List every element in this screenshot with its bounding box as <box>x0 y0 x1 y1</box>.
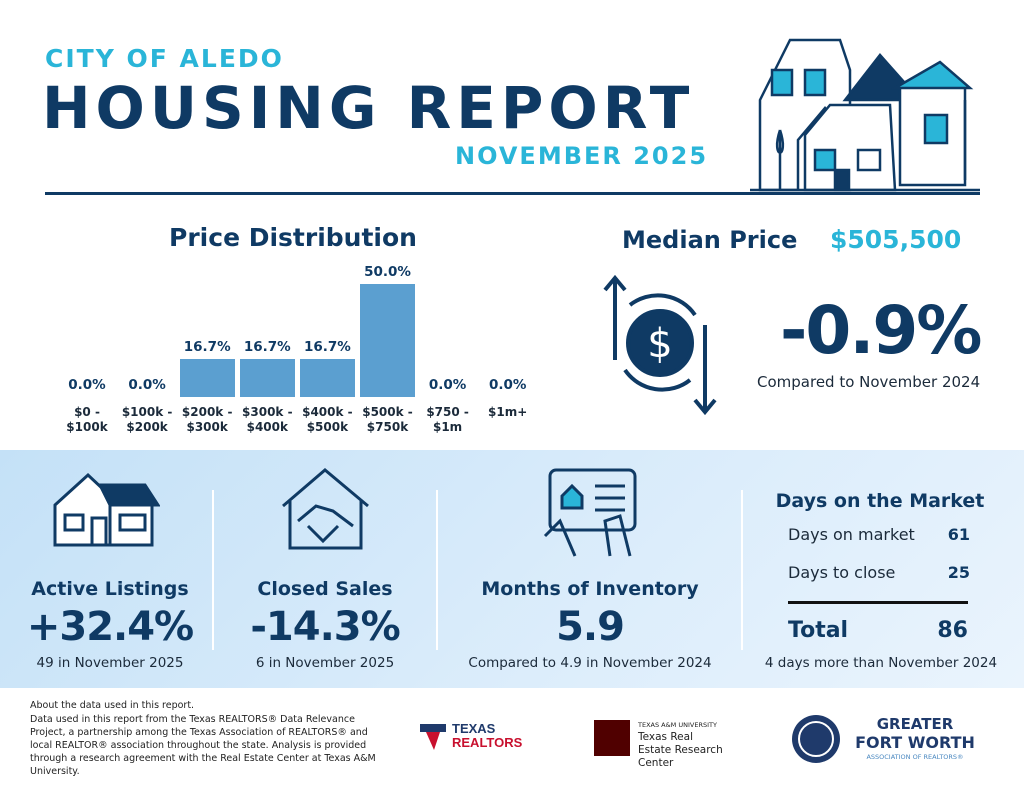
category-label: $100k - $200k <box>121 405 173 434</box>
dom-row-value: 61 <box>947 525 970 544</box>
metrics-band <box>0 450 1024 688</box>
dom-row-label: Days to close <box>788 563 896 582</box>
report-date: NOVEMBER 2025 <box>455 142 709 170</box>
category-label: $1m+ <box>488 405 528 419</box>
value-label: 0.0% <box>128 377 166 393</box>
separator <box>741 490 743 650</box>
header-rule <box>45 192 980 195</box>
metric-label: Active Listings <box>31 578 189 600</box>
category-label: $300k - $400k <box>242 405 293 434</box>
median-comparison: Compared to November 2024 <box>757 373 981 391</box>
metric-note: Compared to 4.9 in November 2024 <box>468 655 712 671</box>
separator <box>436 490 438 650</box>
texas-realtors-mark <box>420 724 446 750</box>
metric-note: 6 in November 2025 <box>255 655 395 671</box>
price-change-icon: $ <box>603 275 717 415</box>
dom-row-label: Days on market <box>788 525 915 544</box>
value-label: 16.7% <box>183 339 231 356</box>
bar <box>299 359 355 397</box>
value-label: 16.7% <box>303 339 351 356</box>
metric-value: +32.4% <box>26 604 194 650</box>
tamu-name: Texas Real Estate Research Center <box>638 731 723 769</box>
category-label: $0 - $100k <box>66 405 108 434</box>
value-label: 0.0% <box>488 377 527 393</box>
report-title: HOUSING REPORT <box>42 74 695 142</box>
logo-text: TEXAS <box>452 721 496 736</box>
median-label: Median Price <box>622 226 798 254</box>
gfw-line2: FORT WORTH <box>855 733 975 752</box>
metric-note: 49 in November 2025 <box>36 655 184 671</box>
dom-total-label: Total <box>788 618 849 643</box>
footer-about: About the data used in this report. <box>30 700 195 711</box>
value-label: 0.0% <box>428 377 467 393</box>
footer-text: Data used in this report from the Texas … <box>30 714 376 777</box>
metric-value: -14.3% <box>250 604 400 650</box>
value-label: 16.7% <box>243 339 291 356</box>
metric-label: Closed Sales <box>257 578 393 600</box>
dom-rule <box>788 601 968 604</box>
bar <box>179 359 235 397</box>
value-label: 50.0% <box>364 264 411 280</box>
kicker: CITY OF ALEDO <box>45 44 284 73</box>
bar <box>360 284 415 397</box>
house-icon <box>53 472 160 547</box>
price-chart: 0.0% $0 - $100k 0.0% $100k - $200k 16.7% $200… <box>0 0 600 450</box>
value-label: 0.0% <box>68 377 106 393</box>
chart-title: Price Distribution <box>169 223 417 252</box>
category-label: $200k - $300k <box>181 405 233 434</box>
tamu-mark <box>594 720 630 756</box>
category-label: $750 - $1m <box>426 405 469 434</box>
dom-note: 4 days more than November 2024 <box>764 655 998 671</box>
tablet-icon <box>543 468 637 557</box>
dom-total: 86 <box>937 618 968 643</box>
houses-illustration <box>750 38 980 192</box>
texas-realtors-logo: TEXAS REALTORS <box>452 722 522 750</box>
bar <box>239 359 295 397</box>
separator <box>212 490 214 650</box>
metric-label: Months of Inventory <box>481 578 699 600</box>
dom-row-value: 25 <box>947 563 970 582</box>
category-label: $500k - $750k <box>362 405 413 434</box>
metric-value: 5.9 <box>556 604 625 650</box>
handshake-icon <box>282 468 369 550</box>
median-change: -0.9% <box>780 292 982 369</box>
gfw-mark <box>792 715 840 763</box>
svg-text:$: $ <box>647 321 672 367</box>
median-value: $505,500 <box>830 225 962 254</box>
dom-title: Days on the Market <box>775 490 985 512</box>
gfw-line1: GREATER <box>876 715 954 733</box>
gfw-line3: ASSOCIATION OF REALTORS® <box>866 753 964 761</box>
category-label: $400k - $500k <box>302 405 353 434</box>
tamu-small: TEXAS A&M UNIVERSITY <box>638 721 717 729</box>
logo-text: REALTORS <box>452 735 523 750</box>
